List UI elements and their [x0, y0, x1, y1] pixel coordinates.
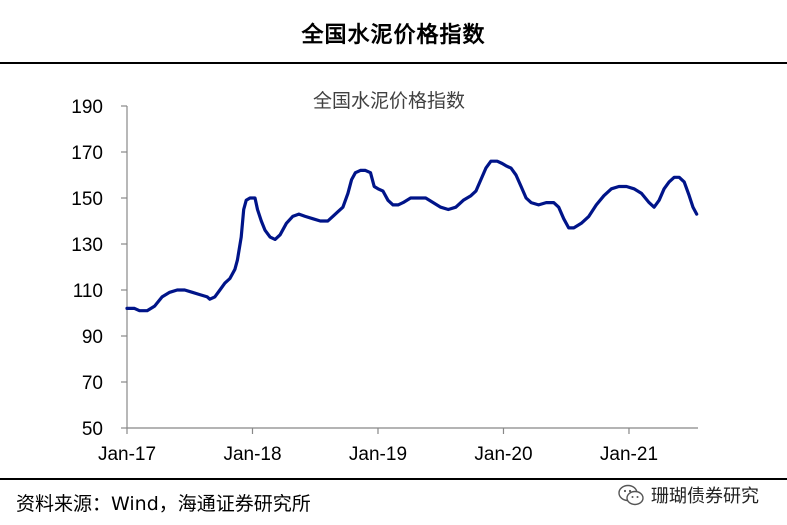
series-line: [125, 159, 699, 313]
y-tick-label: 170: [71, 143, 103, 164]
y-tick-label: 50: [82, 419, 103, 440]
y-tick-label: 150: [71, 189, 103, 210]
x-tick-label: Jan-20: [474, 444, 532, 465]
watermark: 珊瑚债券研究: [617, 482, 759, 508]
x-tick-label: Jan-21: [600, 444, 658, 465]
y-tick-label: 190: [71, 97, 103, 118]
watermark-text: 珊瑚债券研究: [651, 486, 759, 507]
top-divider: [0, 62, 787, 64]
x-tick-label: Jan-19: [349, 444, 407, 465]
y-tick-label: 110: [73, 281, 103, 302]
wechat-icon: [618, 484, 644, 506]
x-axis: Jan-17 Jan-18 Jan-19 Jan-20 Jan-21: [98, 427, 698, 465]
source-note: 资料来源：Wind，海通证券研究所: [16, 493, 311, 515]
y-tick-label: 130: [71, 235, 103, 256]
page-title: 全国水泥价格指数: [301, 23, 486, 48]
y-tick-label: 70: [82, 373, 103, 394]
x-tick-label: Jan-18: [223, 444, 281, 465]
series-layer: [125, 159, 699, 313]
y-axis: 50 70 90 110 130 150 170 190: [71, 97, 128, 440]
x-tick-label: Jan-17: [98, 444, 156, 465]
y-tick-label: 90: [82, 327, 103, 348]
bottom-divider: [0, 478, 787, 480]
chart-title: 全国水泥价格指数: [313, 90, 465, 112]
